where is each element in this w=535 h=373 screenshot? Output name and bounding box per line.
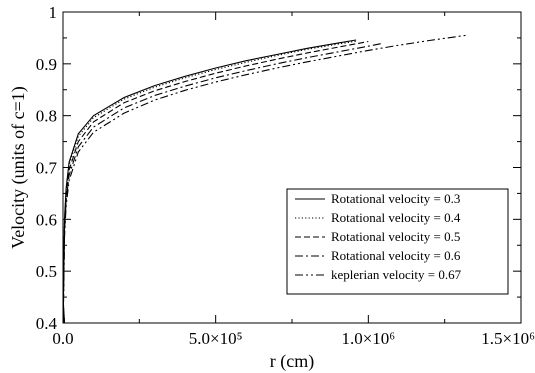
legend-label: keplerian velocity = 0.67 (331, 267, 462, 282)
legend-label: Rotational velocity = 0.3 (331, 191, 460, 206)
y-tick-label: 0.5 (36, 262, 57, 281)
legend: Rotational velocity = 0.3 Rotational velo… (286, 188, 509, 295)
series-line-4 (62, 42, 384, 324)
legend-box (286, 188, 509, 295)
x-axis-title: r (cm) (270, 351, 314, 372)
y-tick-label: 0.9 (36, 55, 57, 74)
series-curves (62, 34, 467, 324)
y-tick-label: 0.7 (36, 159, 58, 178)
series-line-5 (62, 34, 467, 324)
y-tick-label: 0.6 (36, 210, 57, 229)
legend-label: Rotational velocity = 0.5 (331, 229, 460, 244)
legend-label: Rotational velocity = 0.4 (331, 210, 461, 225)
x-tick-label: 0.0 (52, 329, 73, 348)
x-axis-ticks: 0.0 5.0×10⁵ 1.0×10⁶ 1.5×10⁶ (52, 12, 535, 348)
y-tick-label: 0.4 (36, 314, 58, 333)
x-tick-label: 5.0×10⁵ (189, 329, 243, 348)
legend-label: Rotational velocity = 0.6 (331, 248, 461, 263)
y-axis-title: Velocity (units of c=1) (8, 86, 29, 249)
x-tick-label: 1.5×10⁶ (481, 329, 535, 348)
x-tick-label: 1.0×10⁶ (341, 329, 395, 348)
y-tick-label: 1 (49, 3, 58, 22)
y-tick-label: 0.8 (36, 107, 57, 126)
